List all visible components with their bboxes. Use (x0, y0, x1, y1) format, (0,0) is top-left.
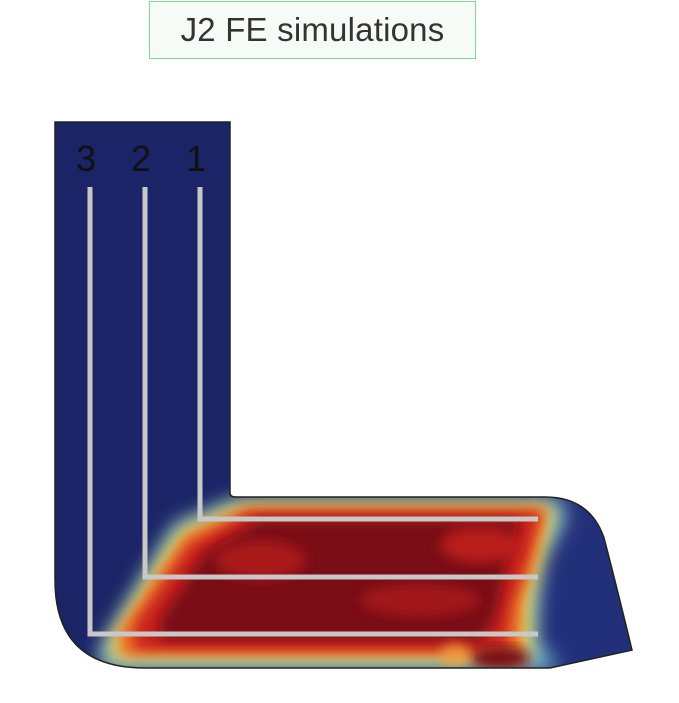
path-label-3: 3 (76, 138, 96, 179)
path-line-2 (142, 187, 538, 580)
path-label-1: 1 (186, 138, 206, 179)
figure-title: J2 FE simulations (149, 1, 476, 59)
specimen-outline (54, 121, 633, 669)
stress-field (55, 122, 632, 668)
path-line-1 (197, 187, 538, 522)
analysis-paths (87, 187, 538, 637)
path-label-2: 2 (131, 138, 151, 179)
path-line-3 (87, 187, 538, 637)
